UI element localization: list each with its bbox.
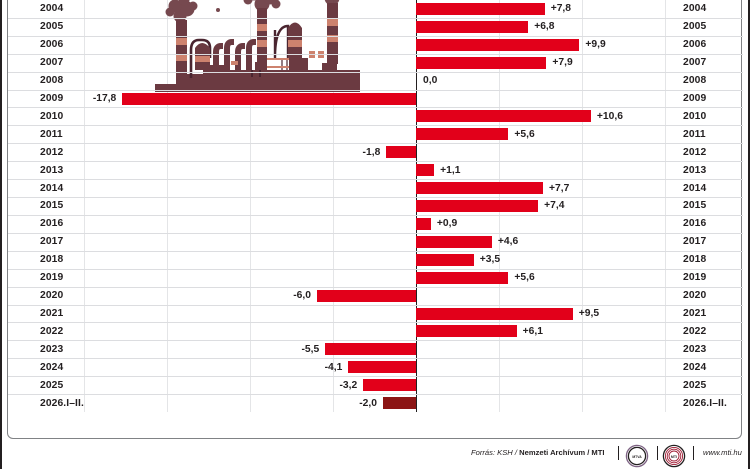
svg-text:MTI: MTI <box>671 455 677 459</box>
svg-text:MTVA: MTVA <box>632 455 642 459</box>
